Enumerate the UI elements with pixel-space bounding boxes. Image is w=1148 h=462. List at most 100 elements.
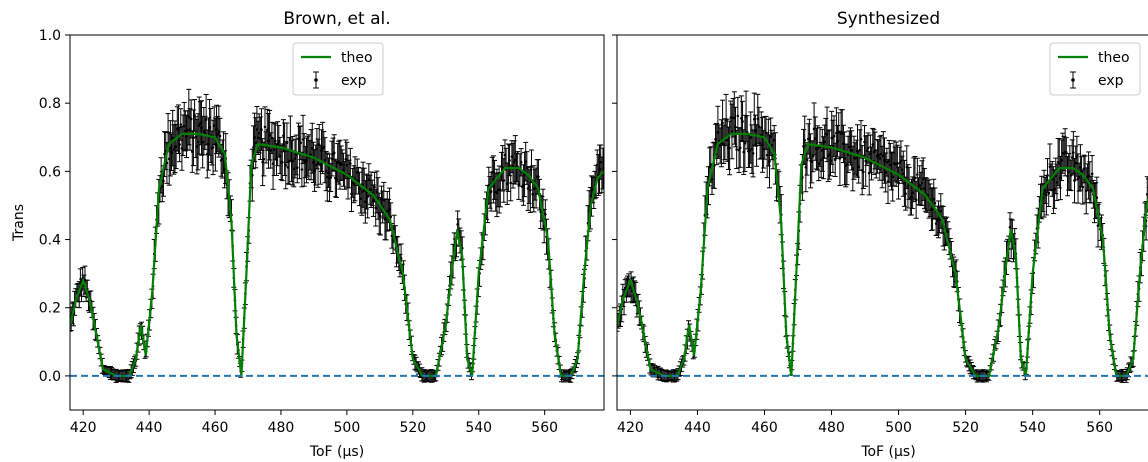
exp-point	[743, 142, 747, 145]
exp-point	[911, 191, 914, 194]
exp-point	[220, 157, 224, 161]
exp-point	[350, 192, 353, 196]
exp-point	[913, 176, 917, 180]
exp-point	[274, 139, 277, 143]
exp-point	[196, 140, 200, 144]
exp-point	[207, 142, 210, 146]
exp-point	[1043, 189, 1047, 192]
exp-point	[256, 136, 260, 140]
exp-point	[870, 162, 873, 165]
theo-line	[617, 132, 1148, 377]
exp-point	[813, 137, 817, 140]
exp-point	[863, 140, 866, 144]
exp-point	[933, 201, 937, 205]
chart-title: Brown, et al.	[283, 9, 390, 29]
exp-point	[859, 138, 863, 141]
exp-point	[178, 143, 181, 146]
exp-point	[1145, 193, 1148, 196]
exp-point	[214, 143, 217, 146]
exp-point	[180, 147, 184, 150]
exp-point	[170, 151, 173, 154]
exp-point	[901, 172, 905, 175]
legend-theo-label: theo	[1098, 50, 1130, 66]
exp-point	[525, 166, 529, 170]
exp-point	[263, 125, 267, 129]
exp-point	[195, 145, 199, 148]
exp-point	[722, 143, 726, 146]
exp-point	[1074, 161, 1078, 165]
exp-point	[1047, 192, 1051, 195]
exp-point	[456, 223, 459, 226]
exp-point	[388, 207, 391, 211]
exp-point	[205, 152, 209, 156]
exp-point	[904, 192, 907, 195]
exp-point	[349, 162, 352, 165]
exp-point	[843, 157, 846, 160]
exp-point	[215, 128, 218, 131]
exp-point	[293, 157, 297, 160]
exp-point	[770, 143, 774, 147]
exp-point	[322, 145, 326, 149]
x-tick-label: 540	[1019, 420, 1046, 436]
x-tick-label: 500	[334, 420, 361, 436]
exp-point	[532, 187, 536, 191]
exp-point	[921, 177, 925, 181]
exp-point	[280, 160, 284, 164]
exp-point	[325, 175, 329, 179]
exp-point	[182, 124, 186, 128]
exp-point	[855, 156, 858, 160]
legend-exp-label: exp	[341, 73, 367, 89]
exp-point	[1053, 187, 1056, 191]
exp-point	[358, 187, 361, 191]
chart-title: Synthesized	[837, 9, 940, 29]
exp-point	[174, 145, 178, 148]
exp-point	[845, 163, 849, 166]
exp-point	[278, 154, 282, 157]
exp-point	[912, 178, 916, 182]
exp-point	[733, 116, 736, 120]
exp-point	[708, 165, 711, 169]
exp-point	[737, 148, 741, 152]
exp-point	[169, 147, 172, 150]
exp-point	[508, 159, 511, 162]
exp-point	[772, 138, 776, 142]
exp-point	[254, 141, 258, 145]
legend: theo exp	[1049, 42, 1141, 96]
exp-point	[758, 141, 762, 145]
x-tick-label: 520	[399, 420, 426, 436]
exp-point	[883, 159, 886, 162]
exp-point	[204, 118, 208, 121]
exp-point	[716, 131, 720, 134]
exp-point	[372, 199, 375, 202]
exp-point	[190, 150, 194, 153]
y-tick-label: 0.0	[39, 369, 61, 385]
exp-point	[389, 215, 393, 219]
exp-point	[179, 123, 183, 126]
exp-point	[910, 195, 913, 199]
exp-point	[314, 163, 318, 167]
exp-point	[1077, 175, 1081, 179]
exp-point	[305, 159, 308, 162]
exp-point	[511, 164, 515, 168]
legend-exp-label: exp	[1098, 73, 1124, 89]
exp-point	[392, 227, 396, 231]
exp-point	[748, 149, 751, 152]
exp-point	[275, 158, 278, 161]
exp-point	[309, 153, 313, 156]
exp-point	[879, 152, 883, 156]
exp-point	[825, 133, 829, 136]
exp-point	[749, 136, 753, 139]
exp-point	[810, 160, 814, 164]
exp-point	[920, 181, 924, 185]
exp-point	[751, 152, 755, 155]
exp-point	[499, 188, 502, 191]
exp-point	[923, 187, 926, 190]
exp-point	[595, 163, 599, 167]
y-tick-label: 0.2	[39, 301, 61, 317]
exp-point	[1072, 151, 1075, 154]
exp-point	[742, 150, 745, 154]
exp-point	[330, 157, 334, 160]
exp-point	[946, 230, 950, 234]
exp-point	[345, 163, 349, 167]
exp-point	[891, 175, 894, 179]
